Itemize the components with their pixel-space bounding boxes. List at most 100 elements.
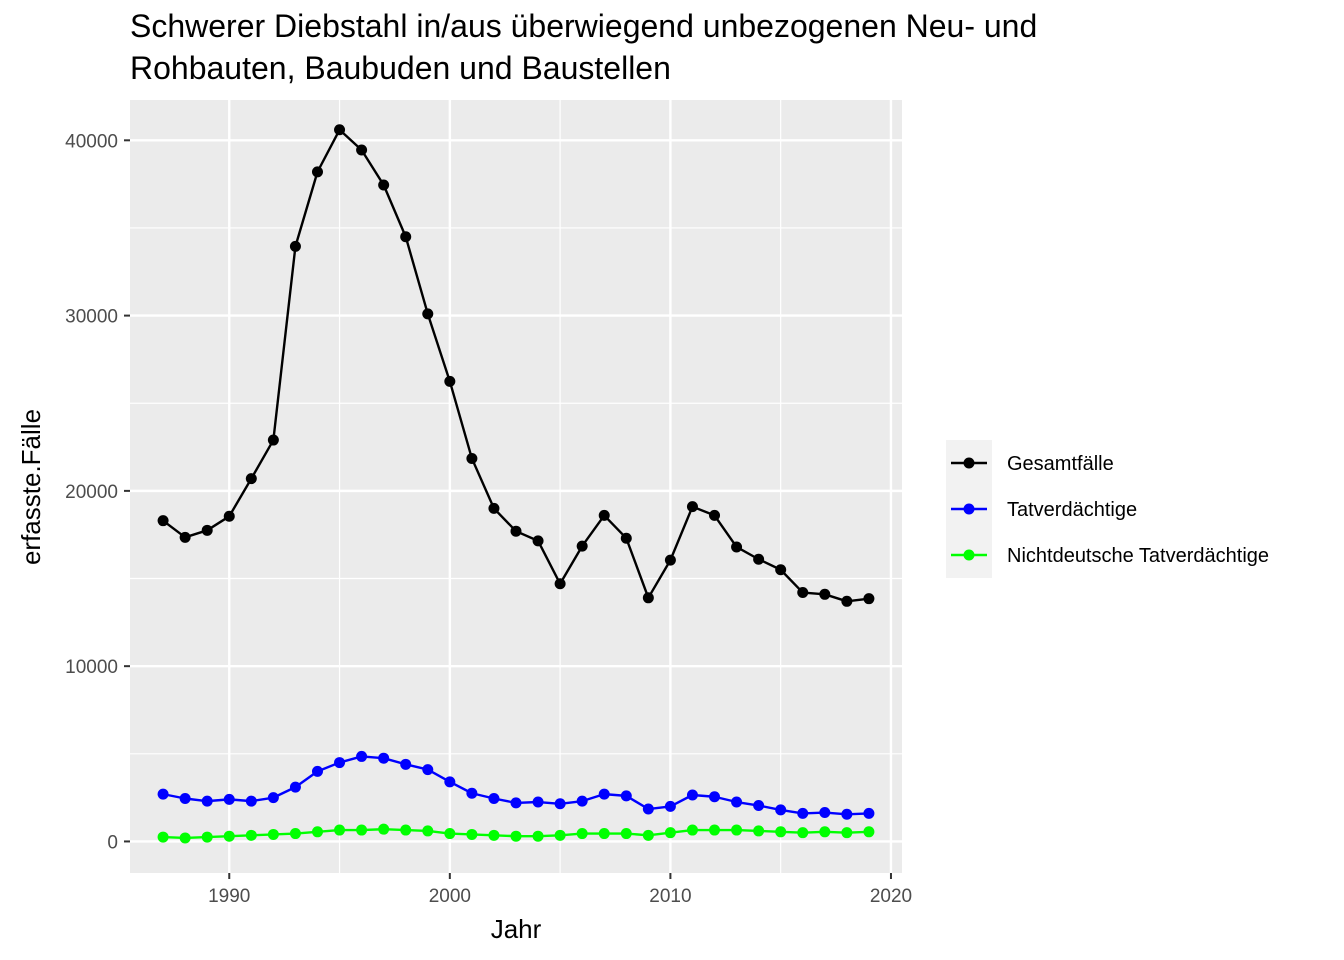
- data-point: [620, 790, 632, 802]
- data-point: [356, 750, 368, 762]
- data-point: [334, 824, 346, 836]
- data-point: [179, 793, 191, 805]
- data-point: [686, 789, 698, 801]
- data-point: [819, 807, 831, 819]
- data-point: [400, 758, 412, 770]
- data-point: [576, 540, 588, 552]
- y-tick-label: 0: [107, 832, 118, 853]
- data-point: [642, 592, 654, 604]
- data-point: [201, 831, 213, 843]
- data-point: [334, 124, 346, 136]
- data-point: [201, 524, 213, 536]
- y-tick-label: 30000: [65, 307, 118, 328]
- data-point: [510, 797, 522, 809]
- data-point: [400, 824, 412, 836]
- data-point: [841, 808, 853, 820]
- data-point: [642, 829, 654, 841]
- data-point: [311, 765, 323, 777]
- data-point: [466, 452, 478, 464]
- data-point: [753, 825, 765, 837]
- data-point: [488, 829, 500, 841]
- data-point: [422, 764, 434, 776]
- data-point: [532, 796, 544, 808]
- y-tick-label: 10000: [65, 657, 118, 678]
- data-point: [797, 807, 809, 819]
- data-point: [289, 240, 301, 252]
- legend: Gesamtfälle Tatverdächtige Nichtdeutsche T…: [946, 440, 1269, 578]
- data-point: [444, 828, 456, 840]
- data-point: [245, 795, 257, 807]
- data-point: [466, 787, 478, 799]
- data-point: [709, 509, 721, 521]
- data-point: [620, 828, 632, 840]
- data-point: [488, 793, 500, 805]
- data-point: [731, 796, 743, 808]
- data-point: [245, 473, 257, 485]
- data-point: [841, 595, 853, 607]
- data-point: [179, 832, 191, 844]
- x-axis-title: Jahr: [491, 914, 542, 944]
- x-tick-label: 2000: [429, 886, 471, 907]
- legend-label-1: Tatverdächtige: [1007, 499, 1137, 521]
- data-point: [356, 144, 368, 156]
- axis-layer: 1990 2000 2010 2020 0 10000 20000 30000 40000: [65, 131, 912, 907]
- data-point: [157, 788, 169, 800]
- legend-key-point-1: [963, 503, 975, 515]
- legend-key-point-0: [963, 457, 975, 469]
- data-point: [267, 828, 279, 840]
- y-tick-label: 20000: [65, 482, 118, 503]
- data-point: [863, 593, 875, 605]
- data-point: [686, 501, 698, 513]
- data-point: [378, 179, 390, 191]
- data-point: [753, 553, 765, 565]
- data-point: [245, 829, 257, 841]
- data-point: [223, 510, 235, 522]
- series-layer: [157, 124, 875, 844]
- data-point: [664, 800, 676, 812]
- data-point: [223, 830, 235, 842]
- data-point: [422, 308, 434, 320]
- data-point: [267, 792, 279, 804]
- data-point: [554, 798, 566, 810]
- data-point: [841, 827, 853, 839]
- data-point: [620, 532, 632, 544]
- data-point: [157, 831, 169, 843]
- data-point: [775, 804, 787, 816]
- data-point: [157, 515, 169, 527]
- data-point: [510, 830, 522, 842]
- data-point: [400, 231, 412, 243]
- data-point: [311, 166, 323, 178]
- y-tick-label: 40000: [65, 131, 118, 152]
- legend-label-2: Nichtdeutsche Tatverdächtige: [1007, 545, 1269, 567]
- plot-panel: [130, 100, 902, 873]
- data-point: [775, 826, 787, 838]
- chart-title-line-1: Schwerer Diebstahl in/aus überwiegend un…: [130, 8, 1038, 44]
- data-point: [598, 788, 610, 800]
- data-point: [863, 826, 875, 838]
- data-point: [863, 807, 875, 819]
- data-point: [532, 830, 544, 842]
- y-axis-title: erfasste.Fälle: [16, 409, 46, 565]
- data-point: [179, 531, 191, 543]
- data-point: [554, 578, 566, 590]
- data-point: [422, 825, 434, 837]
- data-point: [444, 375, 456, 387]
- data-point: [334, 757, 346, 769]
- data-point: [289, 828, 301, 840]
- grid-major: [130, 100, 902, 873]
- data-point: [731, 824, 743, 836]
- x-tick-label: 2020: [870, 886, 912, 907]
- x-tick-label: 1990: [208, 886, 250, 907]
- data-point: [311, 826, 323, 838]
- data-point: [356, 824, 368, 836]
- data-point: [731, 541, 743, 553]
- data-point: [466, 828, 478, 840]
- data-point: [797, 587, 809, 599]
- data-point: [598, 828, 610, 840]
- chart-title-line-2: Rohbauten, Baubuden und Baustellen: [130, 50, 671, 86]
- data-point: [753, 800, 765, 812]
- data-point: [532, 535, 544, 547]
- data-point: [642, 803, 654, 815]
- data-point: [664, 827, 676, 839]
